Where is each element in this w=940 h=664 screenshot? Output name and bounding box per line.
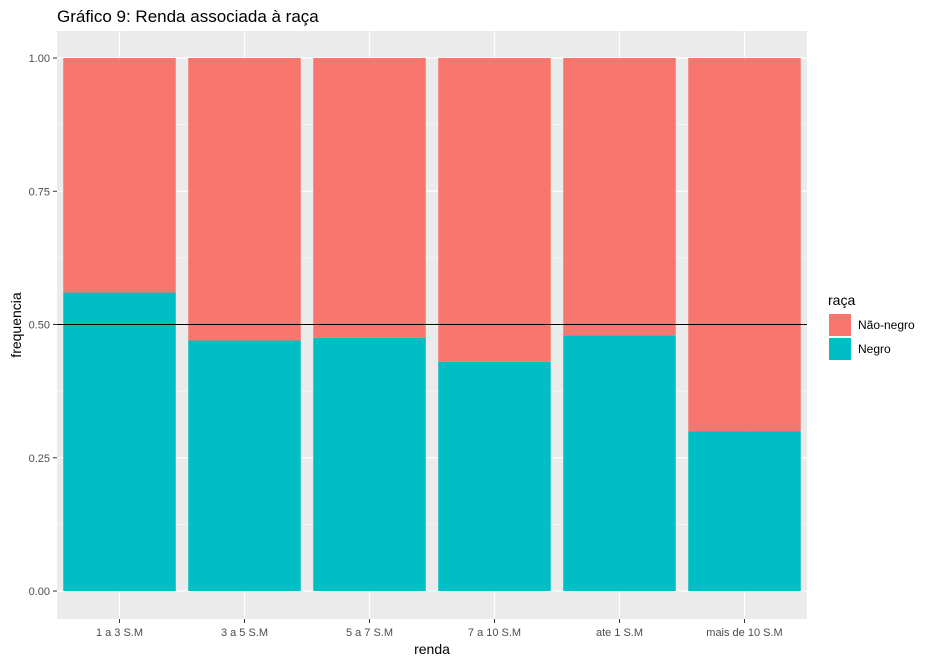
legend-label: Não-negro xyxy=(858,318,915,332)
bar-n-o-negro-2 xyxy=(188,58,301,341)
x-tick-label: mais de 10 S.M xyxy=(706,627,782,639)
x-tick-label: 5 a 7 S.M xyxy=(346,627,393,639)
bar-negro-4 xyxy=(438,361,551,591)
x-tick-label: ate 1 S.M xyxy=(596,627,643,639)
chart-title: Gráfico 9: Renda associada à raça xyxy=(57,7,319,26)
y-tick-label: 1.00 xyxy=(29,53,50,65)
x-tick-label: 7 a 10 S.M xyxy=(468,627,521,639)
bar-n-o-negro-6 xyxy=(688,58,801,432)
bar-negro-2 xyxy=(188,340,301,591)
y-tick-label: 0.25 xyxy=(29,453,50,465)
legend-swatch xyxy=(829,314,851,336)
x-axis-title: renda xyxy=(414,641,450,657)
bar-negro-1 xyxy=(63,292,176,591)
bar-negro-5 xyxy=(563,335,676,591)
bar-n-o-negro-4 xyxy=(438,58,551,362)
legend-swatch xyxy=(829,338,851,360)
bar-negro-3 xyxy=(313,337,426,591)
bars xyxy=(63,58,801,591)
legend-title: raça xyxy=(828,292,855,308)
x-tick-label: 1 a 3 S.M xyxy=(96,627,143,639)
y-tick-label: 0.50 xyxy=(29,320,50,332)
legend-label: Negro xyxy=(858,342,891,356)
x-axis-ticks: 1 a 3 S.M 3 a 5 S.M 5 a 7 S.M 7 a 10 S.M ate… xyxy=(96,619,783,639)
bar-negro-6 xyxy=(688,431,801,591)
bar-n-o-negro-3 xyxy=(313,58,426,338)
y-axis-ticks: 0.00 0.25 0.50 0.75 1.00 xyxy=(29,53,57,598)
y-tick-label: 0.00 xyxy=(29,586,50,598)
x-tick-label: 3 a 5 S.M xyxy=(221,627,268,639)
bar-n-o-negro-5 xyxy=(563,58,676,336)
legend: raça Não-negro Negro xyxy=(828,292,915,360)
bar-n-o-negro-1 xyxy=(63,58,176,293)
y-axis-title: frequencia xyxy=(8,292,24,358)
y-tick-label: 0.75 xyxy=(29,186,50,198)
